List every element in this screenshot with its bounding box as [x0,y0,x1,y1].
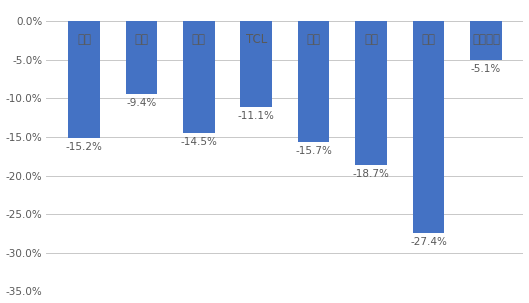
Text: -11.1%: -11.1% [238,111,275,121]
Text: -15.2%: -15.2% [66,142,103,152]
Text: 外资品牌: 外资品牌 [472,33,500,45]
Text: -15.7%: -15.7% [295,146,332,156]
Bar [183,21,215,133]
Text: 海尔: 海尔 [307,33,321,45]
Text: 小米: 小米 [77,33,91,45]
Bar [298,21,330,142]
Text: -5.1%: -5.1% [471,64,501,74]
Bar [470,21,502,60]
Bar [241,21,272,107]
Text: 长虹: 长虹 [422,33,435,45]
Text: TCL: TCL [245,33,267,45]
Text: 创维: 创维 [192,33,206,45]
Text: -14.5%: -14.5% [180,137,217,147]
Bar [413,21,444,233]
Text: -27.4%: -27.4% [410,237,447,247]
Text: 海信: 海信 [134,33,148,45]
Text: -9.4%: -9.4% [126,98,157,108]
Bar [355,21,387,165]
Bar [68,21,100,138]
Bar [125,21,157,94]
Text: 康佳: 康佳 [364,33,378,45]
Text: -18.7%: -18.7% [353,169,389,179]
